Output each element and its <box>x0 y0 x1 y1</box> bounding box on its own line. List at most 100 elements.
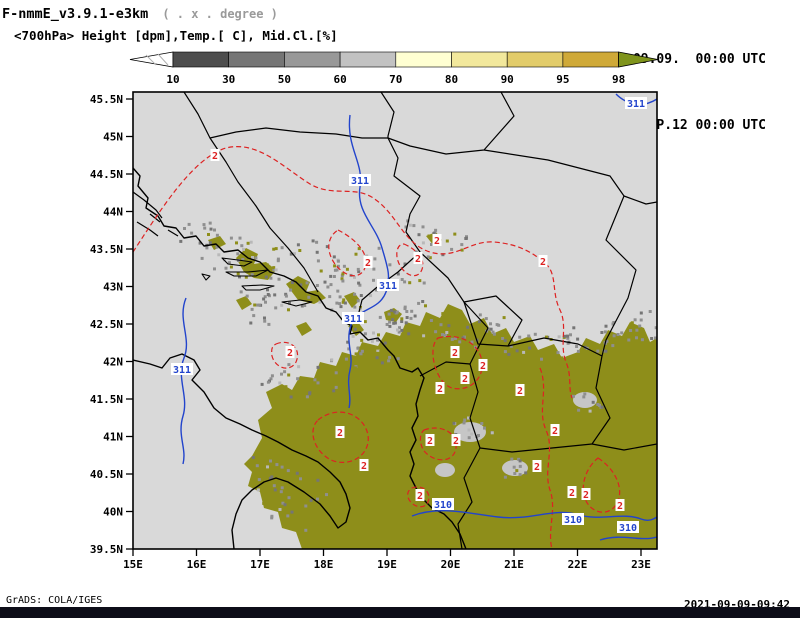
label-mask <box>432 498 454 510</box>
cloud-speck <box>235 241 238 245</box>
cloud-speck <box>450 337 454 341</box>
label-mask <box>415 489 425 501</box>
cloud-speck <box>215 245 219 249</box>
cloud-speck <box>421 225 425 229</box>
temp-contour-label: 2 <box>550 424 560 437</box>
cloud-speck <box>387 359 391 363</box>
cloud-speck <box>250 307 254 311</box>
cloud-speck <box>600 331 604 334</box>
island <box>201 273 211 281</box>
cloud-speck <box>388 320 392 324</box>
cloud-speck <box>602 349 606 353</box>
cloud-speck <box>414 250 418 254</box>
cloud-speck <box>612 334 616 338</box>
cloud-speck <box>598 403 601 407</box>
cloud-speck <box>284 292 288 296</box>
cloud-speck <box>422 281 426 285</box>
cloud-speck <box>353 305 357 309</box>
cloud-speck <box>633 318 637 322</box>
cloud-speck <box>287 363 291 367</box>
cloud-speck <box>229 236 233 240</box>
cloud-speck <box>365 254 369 258</box>
cloud-speck <box>242 247 245 251</box>
cloud-speck <box>360 338 364 342</box>
temp-contour-label: 2 <box>581 488 591 501</box>
cloud-speck <box>387 312 391 316</box>
cloud-speck <box>239 290 243 294</box>
cloud-speck <box>309 498 313 502</box>
cloud-speck <box>209 227 213 231</box>
cloud-speck <box>238 236 242 240</box>
cloud-speck <box>301 397 305 400</box>
cloud-speck <box>289 288 293 292</box>
cloud-speck <box>443 333 447 337</box>
colorbar-tick-label: 90 <box>501 73 514 86</box>
cloud-speck <box>340 274 344 278</box>
cloud-speck <box>654 336 657 340</box>
cloud-speck <box>409 316 413 320</box>
cloud-speck <box>403 280 407 284</box>
cloud-speck <box>298 249 302 252</box>
label-mask <box>413 252 423 264</box>
cloud-speck <box>406 219 410 223</box>
cloud-speck <box>270 516 274 520</box>
cloud-speck <box>304 504 308 508</box>
cloud-speck <box>336 259 340 263</box>
cloud-speck <box>251 256 254 259</box>
cloud-speck <box>460 248 464 252</box>
cloud-speck <box>347 347 351 351</box>
cloud-speck <box>341 272 345 276</box>
cloud-speck <box>612 321 616 324</box>
cloud-speck <box>404 321 408 325</box>
cloud-speck <box>421 241 425 245</box>
contour-label-text: 2 <box>337 428 343 439</box>
cloud-speck <box>463 418 467 422</box>
cloud-speck <box>183 227 186 230</box>
cloud-speck <box>458 340 462 344</box>
temp-contour-label: 2 <box>415 489 425 502</box>
cloud-speck <box>296 377 300 381</box>
height-contour-label: 310 <box>562 513 584 526</box>
cloud-speck <box>246 241 250 245</box>
label-mask <box>432 234 442 246</box>
cloud-speck <box>582 395 586 399</box>
cloud-speck <box>266 293 270 296</box>
cloud-speck <box>257 478 261 482</box>
cloud-speck <box>302 494 306 497</box>
label-mask <box>363 256 373 268</box>
cloud-speck <box>299 477 302 481</box>
contour-label-text: 2 <box>462 374 468 385</box>
cloud-speck <box>462 421 466 425</box>
cloud-speck <box>407 332 411 336</box>
cloud-speck <box>441 312 445 316</box>
temp-contour-label: 2 <box>450 346 460 359</box>
lat-tick-label: 42N <box>103 356 123 369</box>
cloud-speck <box>400 278 404 281</box>
cloud-speck <box>446 327 450 331</box>
cloud-speck <box>269 459 272 463</box>
cloud-speck <box>632 338 636 342</box>
cloud-speck <box>396 328 399 332</box>
cloud-speck <box>400 320 404 323</box>
cloud-speck <box>413 314 417 318</box>
cloud-speck <box>404 225 408 229</box>
cloud-region-main <box>244 304 657 549</box>
contour-label-text: 2 <box>427 436 433 447</box>
cloud-speck <box>426 255 430 259</box>
cloud-speck <box>187 222 191 226</box>
cloud-speck <box>591 400 595 404</box>
cloud-speck <box>202 223 206 227</box>
colorbar-tick-label: 50 <box>278 73 291 86</box>
cloud-speck <box>480 422 484 425</box>
lon-tick-label: 17E <box>250 558 270 571</box>
contour-label-text: 310 <box>619 523 637 534</box>
cloud-speck <box>269 276 273 280</box>
cloud-speck <box>484 317 488 321</box>
cloud-region-patch <box>296 322 312 336</box>
cloud-speck <box>495 323 499 327</box>
cloud-speck <box>323 280 327 284</box>
cloud-speck <box>666 325 669 328</box>
cloud-speck <box>460 243 464 247</box>
cloud-speck <box>527 334 531 338</box>
cloud-speck <box>319 269 323 273</box>
